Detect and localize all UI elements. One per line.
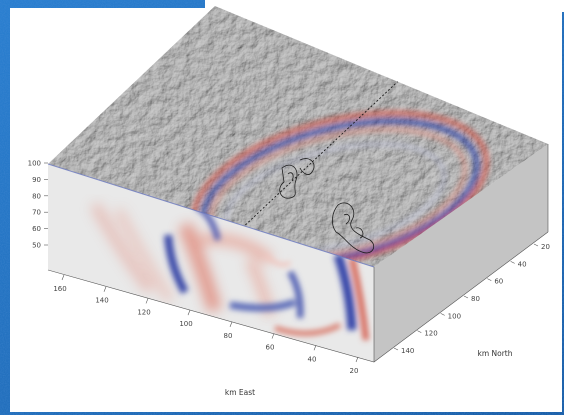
y-tick-mark bbox=[417, 330, 422, 333]
y-tick-mark bbox=[393, 347, 399, 351]
y-tick-label: 80 bbox=[471, 295, 480, 303]
y-tick-label: 40 bbox=[518, 260, 527, 268]
surface-edge-left bbox=[47, 163, 375, 268]
x-tick-mark bbox=[355, 356, 359, 363]
x-tick-mark bbox=[61, 274, 65, 281]
x-tick-label: 120 bbox=[137, 308, 150, 316]
z-tick-label: 90 bbox=[32, 176, 41, 184]
x-tick-label: 140 bbox=[95, 297, 108, 305]
x-axis-label: km East bbox=[225, 388, 255, 397]
x-tick-mark bbox=[103, 286, 107, 292]
x-tick-mark bbox=[229, 321, 233, 327]
y-tick-label: 120 bbox=[424, 330, 437, 338]
x-tick-mark bbox=[187, 310, 191, 316]
x-tick-label: 60 bbox=[266, 344, 275, 352]
x-tick-label: 80 bbox=[224, 332, 233, 340]
y-axis: 20 40 60 80 100 120 140 bbox=[393, 243, 550, 355]
x-tick-label: 100 bbox=[179, 320, 192, 328]
z-tick-label: 50 bbox=[32, 242, 41, 250]
y-axis-label: km North bbox=[477, 349, 512, 358]
y-tick-label: 140 bbox=[401, 347, 414, 355]
y-tick-mark bbox=[487, 278, 492, 281]
z-tick-label: 70 bbox=[32, 209, 41, 217]
z-axis: 100 90 80 70 60 50 bbox=[28, 160, 48, 250]
x-tick-mark bbox=[271, 333, 275, 339]
x-tick-label: 20 bbox=[350, 367, 359, 375]
x-tick-mark bbox=[313, 345, 317, 351]
block-front-face bbox=[48, 164, 374, 362]
y-tick-mark bbox=[463, 295, 469, 299]
coastline-outlines bbox=[279, 158, 375, 254]
profile-line bbox=[239, 69, 411, 231]
x-tick-label: 160 bbox=[53, 285, 66, 293]
x-tick-mark bbox=[145, 298, 149, 304]
block-edges bbox=[47, 144, 549, 363]
x-axis: 160 140 120 100 80 60 40 20 bbox=[53, 274, 359, 375]
block-right-face bbox=[374, 144, 548, 362]
z-tick-label: 80 bbox=[32, 192, 41, 200]
y-tick-label: 100 bbox=[448, 312, 461, 320]
y-tick-label: 60 bbox=[494, 278, 503, 286]
y-tick-mark bbox=[533, 243, 539, 247]
z-tick-label: 60 bbox=[32, 225, 41, 233]
z-tick-label: 100 bbox=[28, 160, 41, 168]
y-tick-mark bbox=[440, 313, 445, 316]
y-tick-mark bbox=[510, 261, 515, 264]
y-tick-label: 20 bbox=[541, 243, 550, 251]
x-tick-label: 40 bbox=[308, 355, 317, 363]
